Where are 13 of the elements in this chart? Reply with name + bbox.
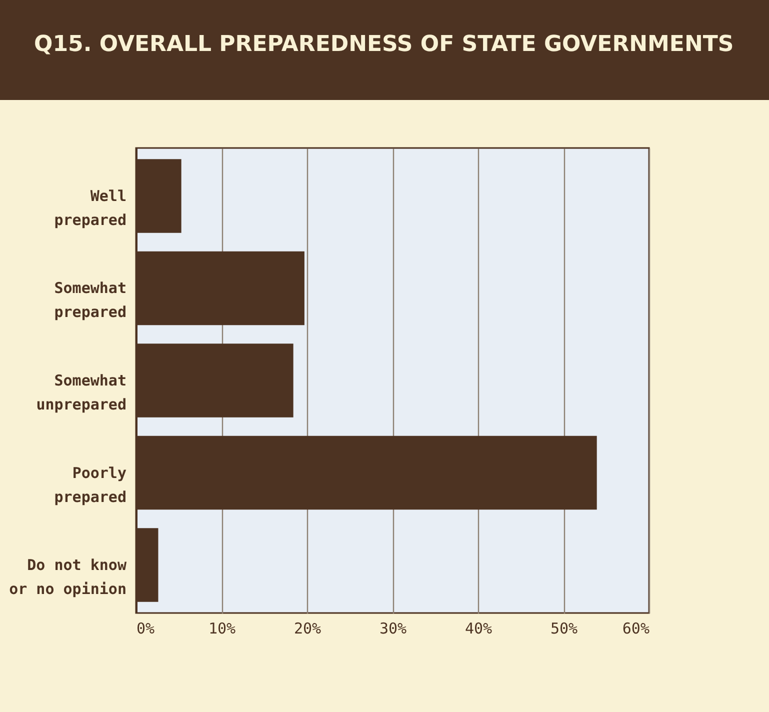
x-tick-label: 0%: [136, 620, 155, 638]
x-tick-label: 60%: [622, 620, 650, 638]
y-tick-label: Somewhat prepared: [54, 279, 126, 322]
y-tick-label: Somewhat unprepared: [36, 372, 126, 414]
x-tick-label: 40%: [464, 620, 492, 638]
x-tick-label: 20%: [294, 620, 322, 638]
y-tick-label: Do not know or no opinion: [9, 556, 128, 598]
chart-title: Q15. OVERALL PREPAREDNESS OF STATE GOVERNMENTS: [0, 0, 769, 100]
x-tick-label: 50%: [550, 620, 578, 638]
x-tick-label: 30%: [379, 620, 407, 638]
y-tick-label: Well prepared: [54, 186, 126, 229]
y-tick-label: Poorly prepared: [54, 464, 126, 506]
x-tick-label: 10%: [208, 620, 236, 638]
